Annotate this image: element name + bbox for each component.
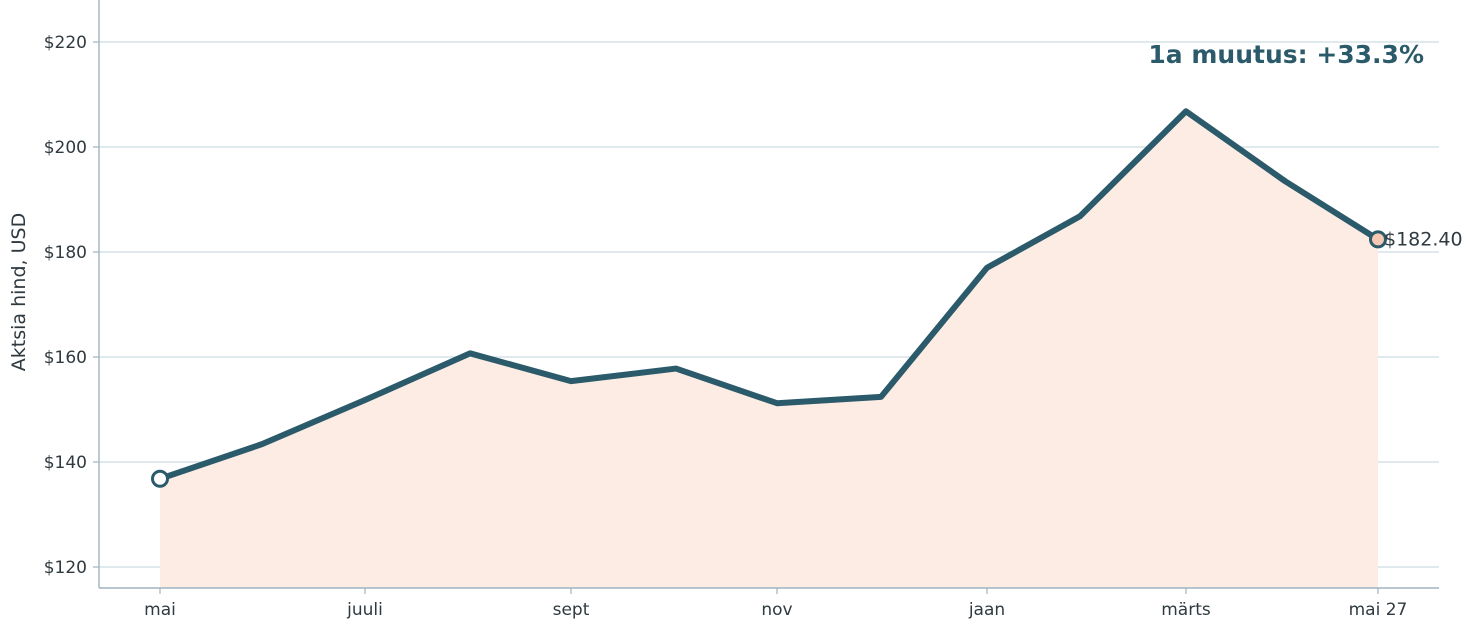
y-tick-label: $140 bbox=[44, 453, 87, 473]
y-tick-label: $220 bbox=[44, 33, 87, 53]
data-point bbox=[568, 378, 574, 384]
series-line bbox=[157, 108, 1381, 482]
data-point bbox=[362, 397, 368, 403]
end-value-label: $182.40 bbox=[1384, 228, 1463, 250]
labels: $120 $140 $160 $180 $200 $220 mai juuli sept nov j… bbox=[8, 33, 1463, 620]
axes bbox=[93, 0, 1439, 594]
y-axis-title: Aktsia hind, USD bbox=[8, 213, 30, 371]
markers bbox=[151, 108, 1387, 488]
data-point bbox=[467, 350, 473, 356]
data-point bbox=[878, 394, 884, 400]
data-point bbox=[774, 400, 780, 406]
x-tick-label: mai bbox=[144, 600, 176, 620]
y-tick-label: $180 bbox=[44, 243, 87, 263]
x-tick-label: sept bbox=[553, 600, 590, 620]
data-point bbox=[1282, 178, 1288, 184]
x-tick-label: juuli bbox=[346, 600, 383, 620]
series-line-group bbox=[157, 108, 1381, 482]
start-marker bbox=[151, 469, 169, 488]
x-tick-label: mai 27 bbox=[1349, 600, 1408, 620]
data-point bbox=[984, 265, 990, 271]
area-fill bbox=[160, 111, 1378, 589]
data-point bbox=[1077, 213, 1083, 219]
y-tick-label: $120 bbox=[44, 558, 87, 578]
x-tick-label: märts bbox=[1161, 600, 1211, 620]
x-tick-label: nov bbox=[761, 600, 792, 620]
change-annotation: 1a muutus: +33.3% bbox=[1148, 40, 1424, 69]
data-point bbox=[673, 366, 679, 372]
area-fill-group bbox=[160, 111, 1378, 589]
y-tick-label: $200 bbox=[44, 138, 87, 158]
y-tick-label: $160 bbox=[44, 348, 87, 368]
data-point bbox=[1183, 108, 1189, 114]
end-marker bbox=[1369, 230, 1387, 249]
x-tick-label: jaan bbox=[968, 600, 1005, 620]
data-point bbox=[259, 441, 265, 447]
